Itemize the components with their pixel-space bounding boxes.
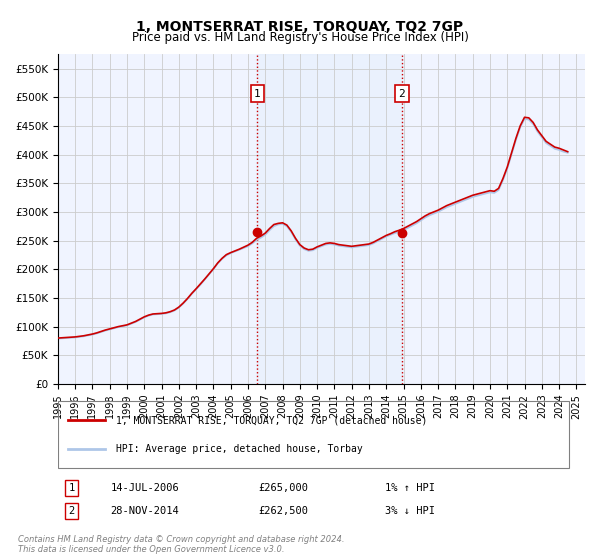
Text: HPI: Average price, detached house, Torbay: HPI: Average price, detached house, Torb… (116, 444, 362, 454)
Text: £265,000: £265,000 (258, 483, 308, 493)
Text: 28-NOV-2014: 28-NOV-2014 (110, 506, 179, 516)
Bar (257, 54, 402, 384)
Text: 3% ↓ HPI: 3% ↓ HPI (385, 506, 434, 516)
Text: 1: 1 (254, 89, 260, 99)
Text: 1, MONTSERRAT RISE, TORQUAY, TQ2 7GP: 1, MONTSERRAT RISE, TORQUAY, TQ2 7GP (136, 20, 464, 34)
Text: 14-JUL-2006: 14-JUL-2006 (110, 483, 179, 493)
Text: Contains HM Land Registry data © Crown copyright and database right 2024.
This d: Contains HM Land Registry data © Crown c… (18, 535, 344, 554)
Text: 1% ↑ HPI: 1% ↑ HPI (385, 483, 434, 493)
Text: £262,500: £262,500 (258, 506, 308, 516)
Text: Price paid vs. HM Land Registry's House Price Index (HPI): Price paid vs. HM Land Registry's House … (131, 31, 469, 44)
Text: 1, MONTSERRAT RISE, TORQUAY, TQ2 7GP (detached house): 1, MONTSERRAT RISE, TORQUAY, TQ2 7GP (de… (116, 415, 427, 425)
Text: 2: 2 (398, 89, 406, 99)
Text: 1: 1 (68, 483, 74, 493)
Text: 2: 2 (68, 506, 74, 516)
